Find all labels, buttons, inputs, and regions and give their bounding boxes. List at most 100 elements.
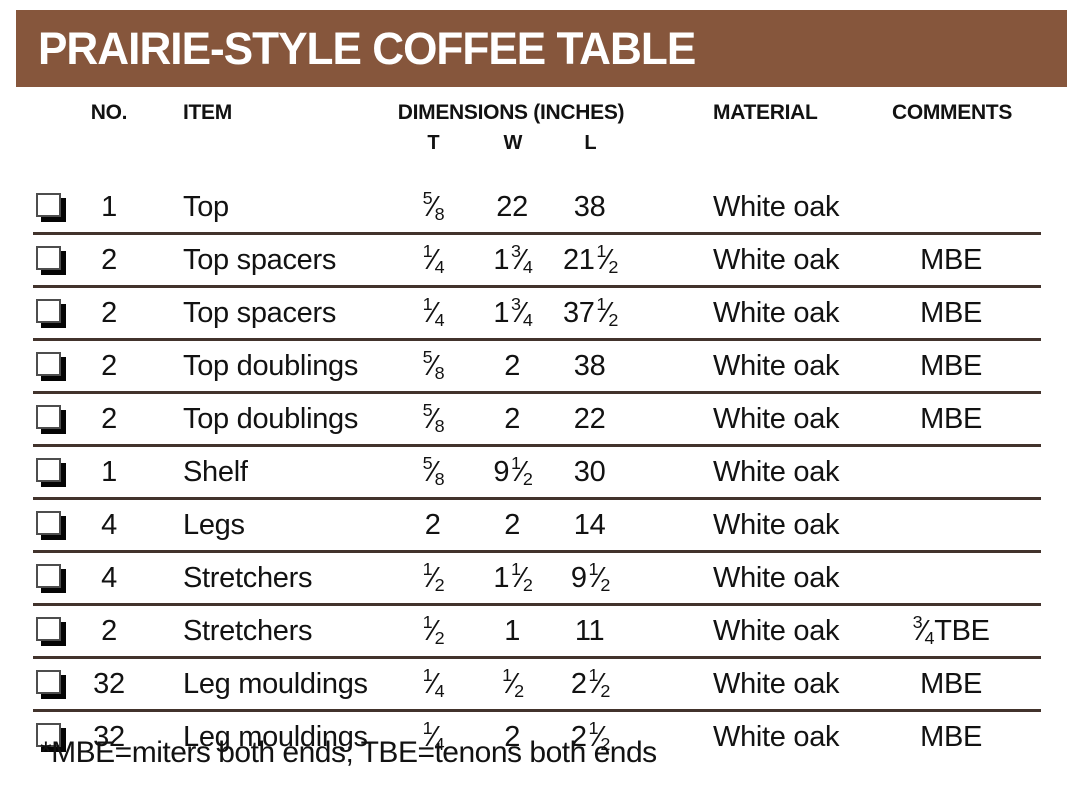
cell-material: White oak xyxy=(713,190,840,223)
column-header-width: W xyxy=(503,132,523,154)
cell-material: White oak xyxy=(713,402,840,435)
cell-material: White oak xyxy=(713,667,840,700)
cut-list-table: NO. ITEM DIMENSIONS (INCHES) MATERIAL CO… xyxy=(33,96,1041,762)
column-header-thickness: T xyxy=(427,132,440,154)
cell-item: Top doublings xyxy=(183,349,359,382)
cell-no: 2 xyxy=(101,402,117,435)
cell-no: 1 xyxy=(101,455,117,488)
cell-width: 11⁄2 xyxy=(493,558,533,595)
cell-checkbox xyxy=(33,193,69,221)
cell-no: 4 xyxy=(101,561,117,594)
table-row: 4 Stretchers 1⁄2 11⁄2 91⁄2 White oak xyxy=(33,553,1041,606)
cell-length: 371⁄2 xyxy=(562,293,619,330)
checkbox-icon[interactable] xyxy=(36,670,61,694)
cell-width: 2 xyxy=(504,508,521,541)
cell-width: 1 xyxy=(504,614,521,647)
cell-material: White oak xyxy=(713,296,840,329)
cell-material: White oak xyxy=(713,349,840,382)
cell-comments: MBE xyxy=(920,720,983,753)
cell-comments: MBE xyxy=(920,402,983,435)
cell-thickness: 2 xyxy=(424,508,441,541)
cell-length: 11 xyxy=(574,614,605,647)
cell-no: 1 xyxy=(101,190,117,223)
checkbox-icon[interactable] xyxy=(36,458,61,482)
cell-item: Top doublings xyxy=(183,402,359,435)
checkbox-icon[interactable] xyxy=(36,723,61,747)
cell-item: Stretchers xyxy=(183,614,313,647)
cell-thickness: 1⁄4 xyxy=(422,664,445,701)
column-header-comments: COMMENTS xyxy=(891,101,1013,124)
cell-item: Stretchers xyxy=(183,561,313,594)
cell-material: White oak xyxy=(713,455,840,488)
table-body: 1 Top 5⁄8 22 38 White oak 2 Top spacers 1⁄4 13⁄4 2… xyxy=(33,182,1041,762)
cell-length: 21⁄2 xyxy=(570,664,611,701)
cell-checkbox xyxy=(33,352,69,380)
cell-comments: 3⁄4TBE xyxy=(912,611,990,648)
table-row: 2 Top doublings 5⁄8 2 38 White oak MBE xyxy=(33,341,1041,394)
cell-checkbox xyxy=(33,246,69,274)
cell-thickness: 1⁄4 xyxy=(422,240,445,277)
checkbox-icon[interactable] xyxy=(36,617,61,641)
table-row: 1 Shelf 5⁄8 91⁄2 30 White oak xyxy=(33,447,1041,500)
table-row: 1 Top 5⁄8 22 38 White oak xyxy=(33,182,1041,235)
cell-no: 2 xyxy=(101,243,117,276)
cell-thickness: 5⁄8 xyxy=(422,187,445,224)
cell-length: 21⁄2 xyxy=(570,717,611,754)
cell-width: 1⁄2 xyxy=(502,664,524,701)
cell-checkbox xyxy=(33,299,69,327)
cell-no: 32 xyxy=(93,720,125,753)
table-row: 2 Top spacers 1⁄4 13⁄4 371⁄2 White oak MBE xyxy=(33,288,1041,341)
cell-width: 2 xyxy=(504,720,521,753)
cell-material: White oak xyxy=(713,561,840,594)
cell-checkbox xyxy=(33,723,69,751)
table-row: 2 Top spacers 1⁄4 13⁄4 211⁄2 White oak MBE xyxy=(33,235,1041,288)
cell-no: 32 xyxy=(93,667,125,700)
cell-checkbox xyxy=(33,564,69,592)
cell-material: White oak xyxy=(713,243,840,276)
cell-no: 2 xyxy=(101,349,117,382)
checkbox-icon[interactable] xyxy=(36,511,61,535)
cell-thickness: 5⁄8 xyxy=(422,346,445,383)
column-header-material: MATERIAL xyxy=(713,101,818,124)
cell-item: Leg mouldings xyxy=(183,720,368,753)
checkbox-icon[interactable] xyxy=(36,246,61,270)
checkbox-icon[interactable] xyxy=(36,193,61,217)
cell-length: 38 xyxy=(573,190,606,223)
column-header-no: NO. xyxy=(90,101,128,124)
cell-checkbox xyxy=(33,511,69,539)
table-row: 32 Leg mouldings 1⁄4 2 21⁄2 White oak MBE xyxy=(33,712,1041,762)
checkbox-icon[interactable] xyxy=(36,564,61,588)
cell-width: 2 xyxy=(504,349,521,382)
cell-comments: MBE xyxy=(920,349,983,382)
table-header-row: NO. ITEM DIMENSIONS (INCHES) MATERIAL CO… xyxy=(33,96,1041,130)
cell-comments: MBE xyxy=(920,243,983,276)
cell-item: Top spacers xyxy=(183,243,337,276)
cell-comments: MBE xyxy=(920,667,983,700)
cell-thickness: 5⁄8 xyxy=(422,399,445,436)
cell-item: Top xyxy=(183,190,229,223)
cell-width: 22 xyxy=(496,190,528,223)
table-row: 2 Stretchers 1⁄2 1 11 White oak 3⁄4TBE xyxy=(33,606,1041,659)
column-header-item: ITEM xyxy=(183,101,232,124)
checkbox-icon[interactable] xyxy=(36,352,61,376)
cell-width: 13⁄4 xyxy=(493,293,533,330)
table-subheader-row: T W L xyxy=(33,130,1041,182)
cell-length: 211⁄2 xyxy=(562,240,619,277)
cell-length: 91⁄2 xyxy=(570,558,611,595)
cell-checkbox xyxy=(33,458,69,486)
checkbox-icon[interactable] xyxy=(36,299,61,323)
cell-item: Top spacers xyxy=(183,296,337,329)
cell-checkbox xyxy=(33,670,69,698)
cell-length: 38 xyxy=(573,349,606,382)
cell-material: White oak xyxy=(713,614,840,647)
cell-length: 30 xyxy=(573,455,606,488)
checkbox-icon[interactable] xyxy=(36,405,61,429)
cell-item: Leg mouldings xyxy=(183,667,368,700)
cell-thickness: 1⁄4 xyxy=(422,293,445,330)
page-title: PRAIRIE-STYLE COFFEE TABLE xyxy=(38,22,696,74)
cell-width: 13⁄4 xyxy=(493,240,533,277)
cell-thickness: 1⁄2 xyxy=(422,558,445,595)
table-row: 4 Legs 2 2 14 White oak xyxy=(33,500,1041,553)
cell-width: 2 xyxy=(504,402,521,435)
cell-item: Legs xyxy=(183,508,245,541)
